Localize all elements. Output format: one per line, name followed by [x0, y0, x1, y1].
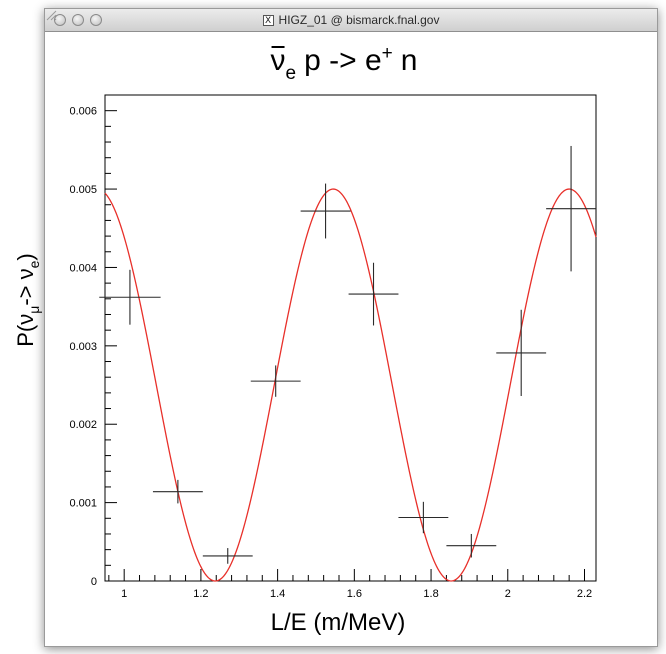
x-tick-label: 1.4	[270, 588, 285, 600]
y-tick-label: 0.005	[69, 184, 97, 196]
y-label-arrow: -> ν	[13, 268, 38, 305]
y-label-p: P(ν	[13, 314, 38, 347]
minimize-window-button[interactable]	[72, 14, 84, 26]
data-point	[300, 183, 351, 239]
x-tick-label: 1.6	[347, 588, 362, 600]
y-label-mu: μ	[26, 306, 42, 314]
data-point	[152, 479, 203, 504]
x-axis-label: L/E (m/MeV)	[271, 609, 406, 636]
x-tick-label: 2.2	[577, 588, 592, 600]
x-tick-label: 1	[121, 588, 127, 600]
titlebar[interactable]: X HIGZ_01 @ bismarck.fnal.gov	[45, 9, 657, 32]
resize-grip-icon[interactable]	[45, 9, 57, 21]
zoom-window-button[interactable]	[90, 14, 102, 26]
fit-curve	[104, 188, 597, 582]
data-point	[99, 269, 161, 325]
data-point	[250, 365, 301, 397]
chart-title: νe p -> e+ n	[271, 43, 418, 84]
y-tick-label: 0.006	[69, 106, 97, 118]
data-point	[446, 533, 497, 558]
y-tick-label: 0.004	[69, 262, 97, 274]
plot-frame	[104, 94, 597, 582]
title-superscript: +	[382, 43, 393, 64]
title-reaction: p -> e	[304, 44, 382, 77]
x-tick-label: 1.8	[423, 588, 438, 600]
y-tick-label: 0	[91, 576, 97, 588]
y-label-close: )	[13, 253, 38, 260]
y-tick-label: 0.001	[69, 498, 97, 510]
data-point	[348, 262, 399, 326]
y-tick-label: 0.002	[69, 419, 97, 431]
data-point	[546, 145, 596, 272]
x-tick-label: 2	[505, 588, 511, 600]
data-point	[398, 501, 449, 534]
data-point	[202, 548, 253, 564]
title-nu-subscript: e	[286, 63, 297, 84]
y-tick-label: 0.003	[69, 341, 97, 353]
x-tick-label: 1.2	[193, 588, 208, 600]
window-title: HIGZ_01 @ bismarck.fnal.gov	[278, 13, 440, 27]
y-axis-label: P(νμ-> νe)	[13, 253, 42, 347]
title-end: n	[401, 44, 418, 77]
x11-window: X HIGZ_01 @ bismarck.fnal.gov	[44, 8, 658, 647]
close-window-button[interactable]	[54, 14, 66, 26]
data-point	[496, 309, 547, 397]
x11-icon: X	[262, 14, 274, 26]
y-label-e: e	[26, 260, 42, 268]
title-nu-symbol: ν	[271, 44, 286, 77]
